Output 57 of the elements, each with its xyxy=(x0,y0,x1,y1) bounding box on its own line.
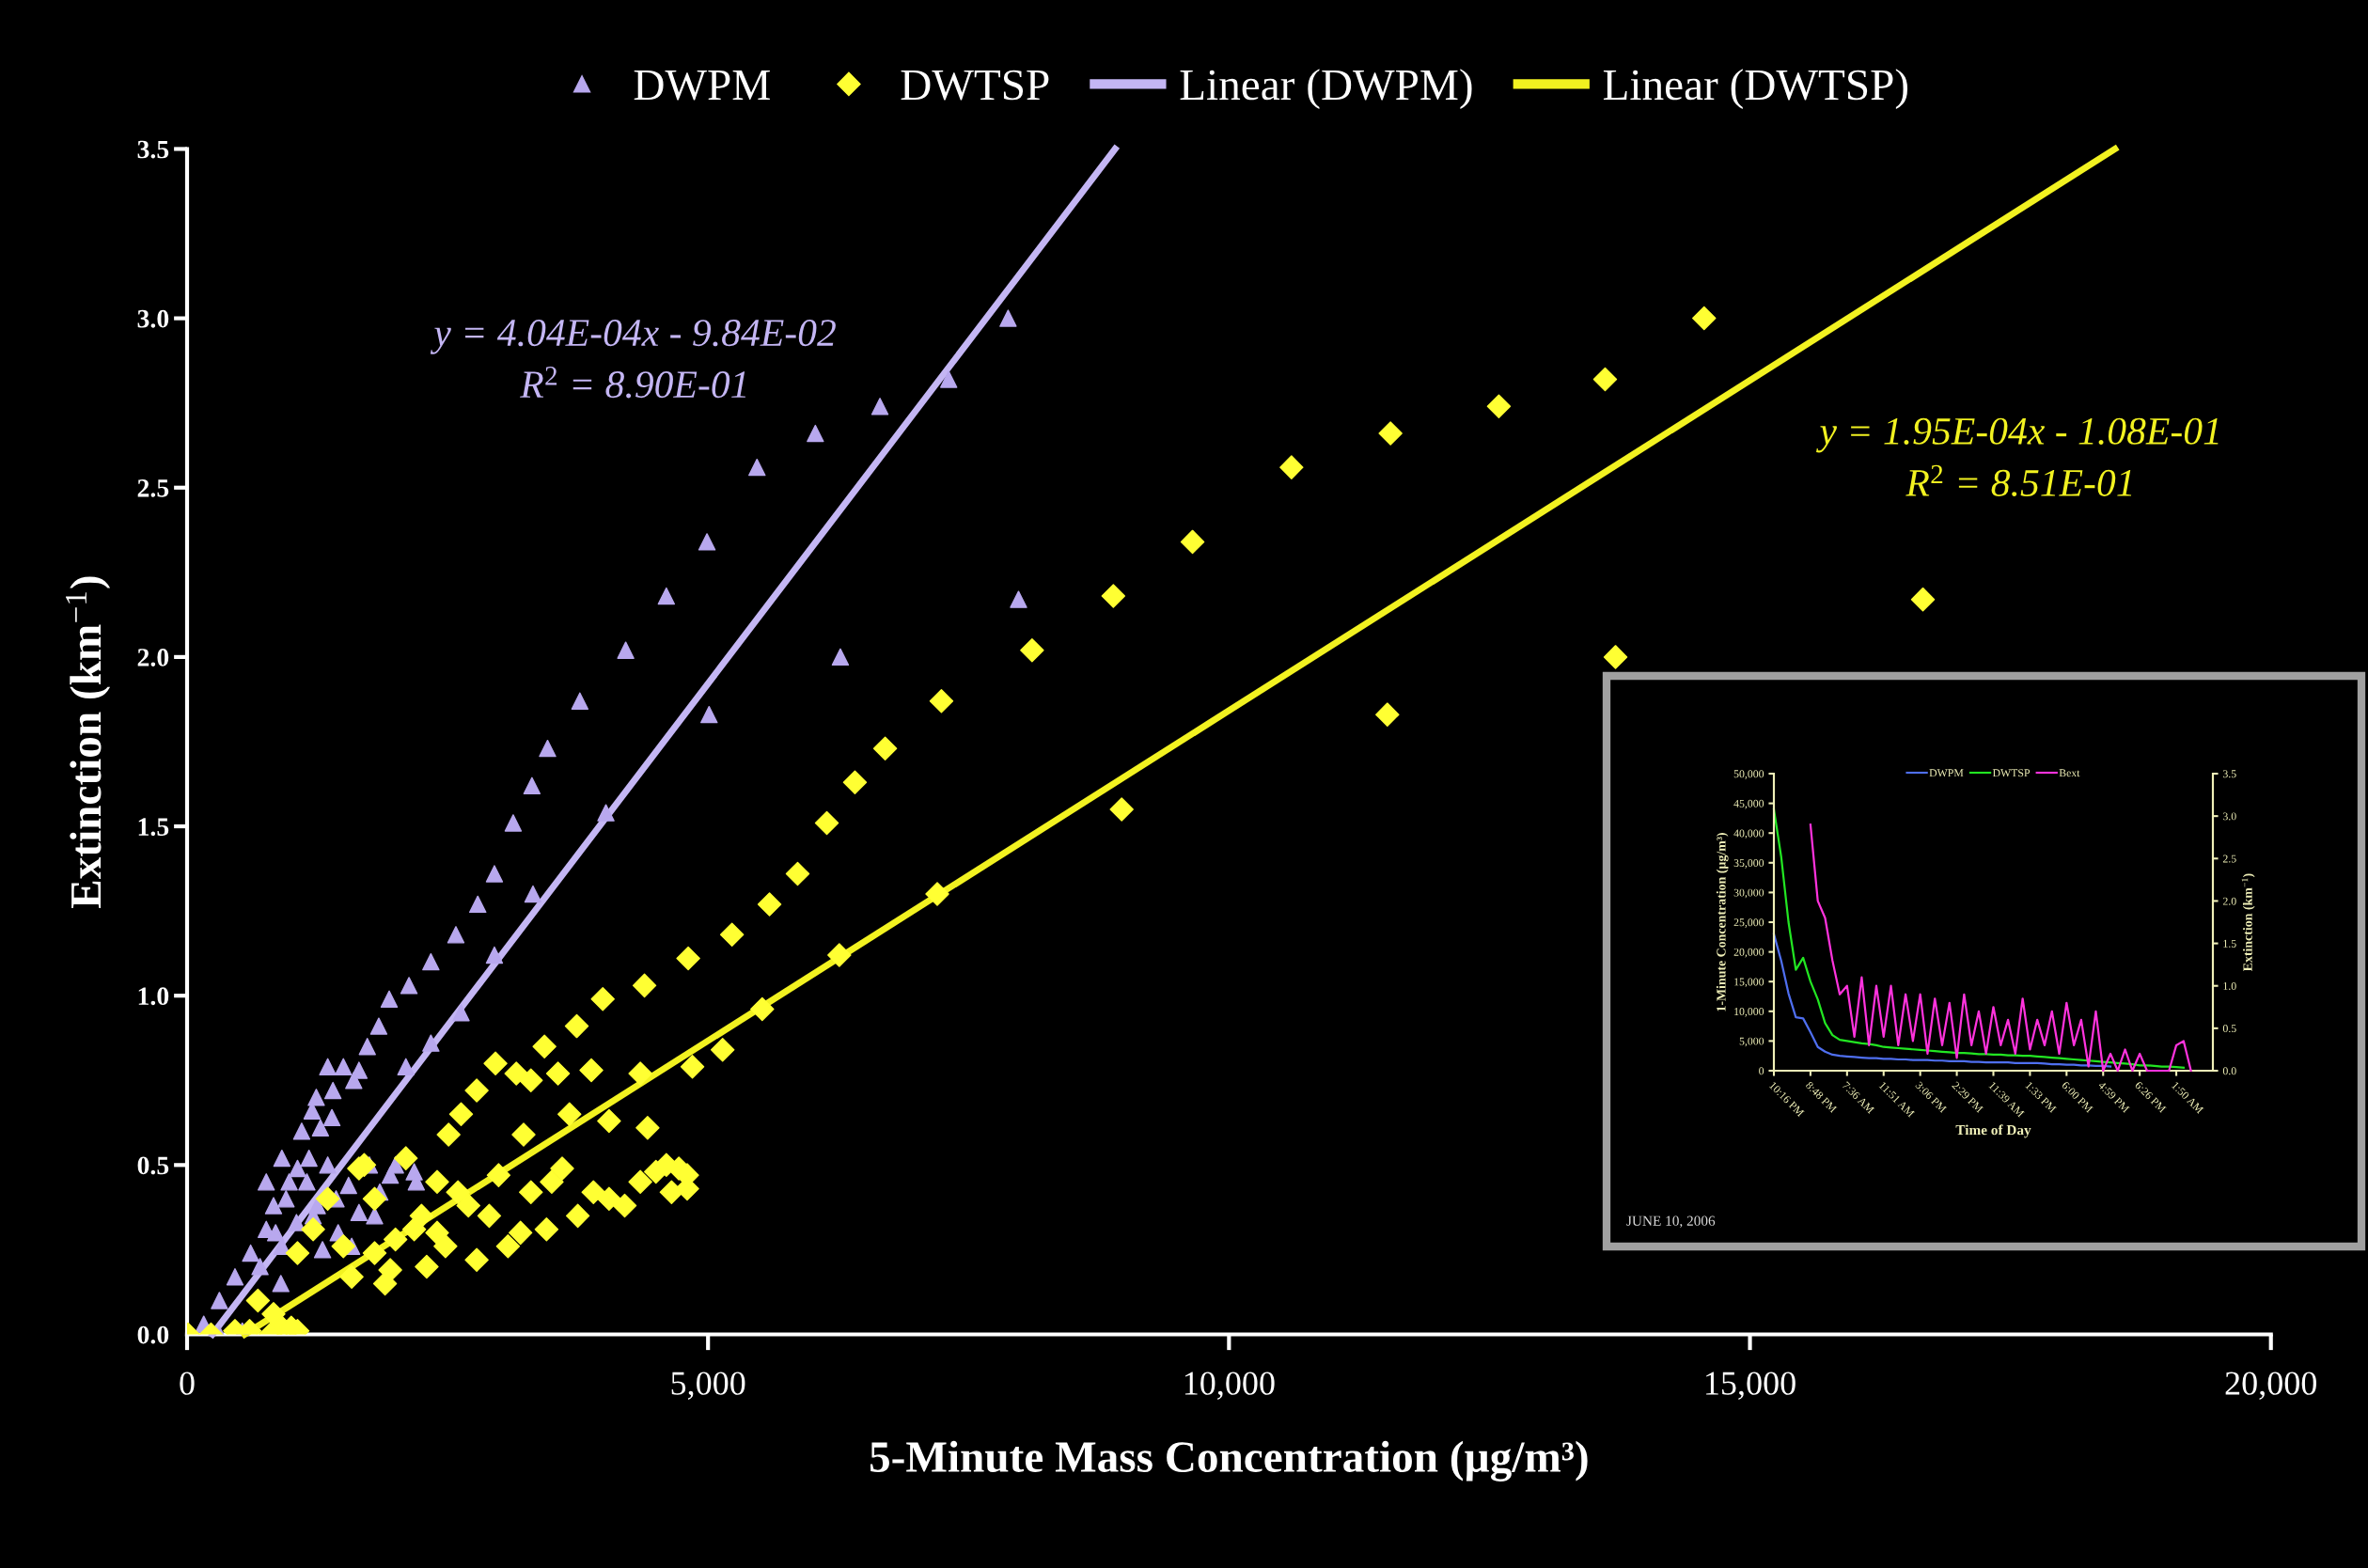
x-tick-label: 8:48 PM xyxy=(1805,1080,1838,1114)
y-tick-label: 5,000 xyxy=(1739,1037,1764,1047)
y2-tick-label: 2.5 xyxy=(2222,855,2236,863)
x-tick-label: 1:50 AM xyxy=(2171,1081,2204,1114)
x-tick-label: 1:33 PM xyxy=(2025,1081,2057,1114)
x-tick-label: 6:26 PM xyxy=(2134,1081,2167,1114)
y-tick-label: 0.5 xyxy=(137,1156,169,1175)
y-axis-title: 1-Minute Concentration (µg/m³) xyxy=(1716,833,1729,1011)
y2-tick-label: 0.5 xyxy=(2222,1025,2236,1033)
y-tick-label: 35,000 xyxy=(1733,859,1764,869)
y-tick-label: 45,000 xyxy=(1733,799,1764,809)
legend-label: Linear (DWTSP) xyxy=(1603,69,1908,109)
y-tick-label: 30,000 xyxy=(1733,888,1764,899)
legend-label: DWPM xyxy=(634,70,770,101)
y-tick-label: 40,000 xyxy=(1733,829,1764,839)
line-series xyxy=(1809,823,2192,1073)
y2-axis-title: Extinction (km$^{−1}$) xyxy=(2241,873,2255,972)
y-tick-label: 15,000 xyxy=(1734,978,1764,988)
x-tick-label: 2:29 PM xyxy=(1952,1081,1984,1114)
annotation: JUNE 10, 2006 xyxy=(1626,1215,1716,1229)
legend-label: Linear (DWPM) xyxy=(1180,69,1472,109)
legend-label: Bext xyxy=(2059,769,2080,777)
y-tick-label: 3.0 xyxy=(137,309,169,328)
y-tick-label: 0.0 xyxy=(137,1325,169,1344)
x-tick-label: 3:06 PM xyxy=(1915,1081,1948,1114)
x-tick-label: 7:36 AM xyxy=(1842,1081,1875,1114)
y-tick-label: 20,000 xyxy=(1733,948,1764,958)
annotation: y = 1.95E-04x - 1.08E-01 R$^{2}$ = 8.51E-01 xyxy=(1816,417,2219,497)
x-tick-label: 10,000 xyxy=(1184,1372,1275,1400)
y-axis-title: Extinction (km$^{−1}$) xyxy=(66,576,111,908)
legend-label: DWPM xyxy=(1929,769,1964,777)
y-tick-label: 2.0 xyxy=(137,649,169,666)
y-tick-label: 3.5 xyxy=(137,140,169,159)
legend-label: DWTSP xyxy=(1992,769,2031,777)
y2-tick-label: 1.0 xyxy=(2223,981,2236,990)
x-tick-label: 0 xyxy=(180,1372,195,1395)
x-tick-label: 4:59 PM xyxy=(2097,1080,2130,1114)
x-tick-label: 5,000 xyxy=(671,1372,745,1400)
y-tick-label: 50,000 xyxy=(1733,770,1764,779)
line-series xyxy=(1772,933,2112,1068)
y-tick-label: 1.0 xyxy=(138,987,169,1006)
x-axis-title: Time of Day xyxy=(1955,1124,2031,1138)
y2-tick-label: 3.0 xyxy=(2222,812,2236,821)
annotation: y = 4.04E-04x - 9.84E-02 R$^{2}$ = 8.90E-01 xyxy=(430,320,836,399)
y-tick-label: 10,000 xyxy=(1734,1008,1764,1017)
x-tick-label: 20,000 xyxy=(2225,1372,2316,1400)
x-axis-title: 5-Minute Mass Concentration (µg/m³) xyxy=(870,1440,1588,1482)
y2-tick-label: 0.0 xyxy=(2222,1067,2236,1075)
y-tick-label: 2.5 xyxy=(137,478,169,497)
x-tick-label: 6:00 PM xyxy=(2061,1081,2094,1114)
y-tick-label: 0 xyxy=(1759,1067,1764,1075)
y2-tick-label: 1.5 xyxy=(2223,939,2236,948)
y-tick-label: 1.5 xyxy=(138,818,169,837)
y-tick-label: 25,000 xyxy=(1733,918,1764,928)
legend-label: DWTSP xyxy=(901,70,1049,101)
y2-tick-label: 2.0 xyxy=(2222,897,2236,905)
y2-tick-label: 3.5 xyxy=(2222,770,2236,778)
